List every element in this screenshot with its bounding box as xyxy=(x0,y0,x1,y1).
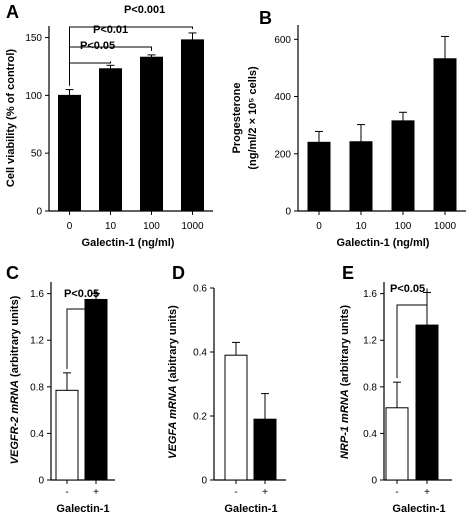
y-axis-label-units: (arbitrary units) xyxy=(339,305,351,390)
y-tick-label: 0.8 xyxy=(30,382,44,393)
bar xyxy=(181,39,204,212)
y-tick-label: 0.4 xyxy=(363,429,377,440)
y-axis-label: (ng/ml/2 × 10⁵ cells) xyxy=(247,66,259,170)
y-tick-label: 0 xyxy=(38,476,44,487)
y-tick-label: 600 xyxy=(274,35,291,46)
bar xyxy=(385,407,409,481)
x-tick-label: + xyxy=(262,487,268,498)
bar xyxy=(224,354,248,481)
significance-bracket xyxy=(69,26,193,86)
y-axis-label: VEGFA mRNA (abitrary units) xyxy=(167,305,179,459)
y-tick-label: 50 xyxy=(31,149,43,160)
y-axis-label-gene: VEGFA mRNA xyxy=(167,385,179,459)
panel-label: E xyxy=(342,263,354,283)
y-tick-label: 0 xyxy=(201,476,207,487)
x-tick-label: + xyxy=(93,487,99,498)
y-axis-label: Cell viability (% of control) xyxy=(5,49,17,187)
x-tick-label: 1000 xyxy=(434,221,457,232)
y-axis-label-units: (arbitrary units) xyxy=(9,295,21,380)
x-axis-label: Galectin-1 (ng/ml) xyxy=(337,237,430,249)
bar xyxy=(349,141,373,212)
y-tick-label: 1.2 xyxy=(30,336,44,347)
x-tick-label: - xyxy=(65,487,68,498)
chart-panel-a: A 0 50 100 150 0 10 100 1000 Galectin-1 (ng/ml) Ce… xyxy=(5,2,213,249)
bar xyxy=(433,58,457,212)
y-tick-label: 150 xyxy=(25,33,42,44)
y-tick-label: 1.6 xyxy=(363,289,377,300)
chart-panel-c: C 0 0.4 0.8 1.2 1.6 - + Galectin-1 VEGFR-2 mRNA (… xyxy=(6,263,115,515)
significance-label: P<0.001 xyxy=(124,4,165,16)
y-axis-label-gene: NRP-1 mRNA xyxy=(339,389,351,459)
y-tick-label: 0 xyxy=(36,207,42,218)
y-axis-label: Progesterone xyxy=(231,83,243,154)
x-tick-label: 0 xyxy=(67,221,73,232)
bar xyxy=(140,56,163,212)
panel-label: D xyxy=(172,263,185,283)
y-axis-label: NRP-1 mRNA (arbitrary units) xyxy=(339,305,351,459)
bar xyxy=(84,298,108,481)
y-tick-label: 0.4 xyxy=(193,348,207,359)
x-tick-label: 100 xyxy=(143,221,160,232)
x-tick-label: 1000 xyxy=(181,221,204,232)
y-tick-label: 1.2 xyxy=(363,336,377,347)
x-tick-label: + xyxy=(424,487,430,498)
panel-label: A xyxy=(6,2,19,22)
bar xyxy=(253,418,277,481)
x-tick-label: - xyxy=(395,487,398,498)
y-tick-label: 0 xyxy=(371,476,377,487)
bar xyxy=(391,120,415,212)
bar xyxy=(415,324,439,481)
chart-panel-b: B 0 200 400 600 0 10 100 1000 Galectin-1 (ng/ml) P… xyxy=(231,8,466,249)
chart-panel-e: E 0 0.4 0.8 1.2 1.6 - + Galectin-1 NRP-1 mRNA (ar… xyxy=(339,263,452,515)
x-tick-label: 10 xyxy=(355,221,367,232)
bar xyxy=(99,68,122,212)
x-axis-label: Galectin-1 (ng/ml) xyxy=(82,237,175,249)
x-axis-label: Galectin-1 xyxy=(392,503,445,515)
x-tick-label: 100 xyxy=(395,221,412,232)
y-tick-label: 0.8 xyxy=(363,382,377,393)
y-tick-label: 0 xyxy=(285,207,291,218)
x-tick-label: - xyxy=(234,487,237,498)
bar xyxy=(58,94,81,212)
y-tick-label: 1.6 xyxy=(30,289,44,300)
significance-label: P<0.05 xyxy=(390,283,425,295)
chart-panel-d: D 0 0.2 0.4 0.6 - + Galectin-1 VEGFA mRNA (abitr… xyxy=(167,263,286,515)
x-axis-label: Galectin-1 xyxy=(224,503,277,515)
x-tick-label: 0 xyxy=(316,221,322,232)
y-axis-label-gene: VEGFR-2 mRNA xyxy=(9,380,21,464)
bar xyxy=(55,389,79,481)
significance-label: P<0.05 xyxy=(80,40,115,52)
x-tick-label: 10 xyxy=(105,221,117,232)
y-axis-label-units: (abitrary units) xyxy=(167,305,179,385)
panel-label: C xyxy=(6,263,19,283)
bar xyxy=(307,141,331,212)
y-axis-label: VEGFR-2 mRNA (arbitrary units) xyxy=(9,295,21,464)
y-tick-label: 400 xyxy=(274,92,291,103)
significance-bracket xyxy=(396,288,428,379)
y-tick-label: 100 xyxy=(25,91,42,102)
significance-bracket xyxy=(66,289,97,369)
y-tick-label: 0.4 xyxy=(30,429,44,440)
significance-label: P<0.05 xyxy=(64,288,99,300)
y-tick-label: 0.6 xyxy=(193,284,207,295)
y-tick-label: 200 xyxy=(274,149,291,160)
x-axis-label: Galectin-1 xyxy=(56,503,109,515)
y-tick-label: 0.2 xyxy=(193,412,207,423)
significance-label: P<0.01 xyxy=(93,24,128,36)
panel-label: B xyxy=(259,8,272,28)
